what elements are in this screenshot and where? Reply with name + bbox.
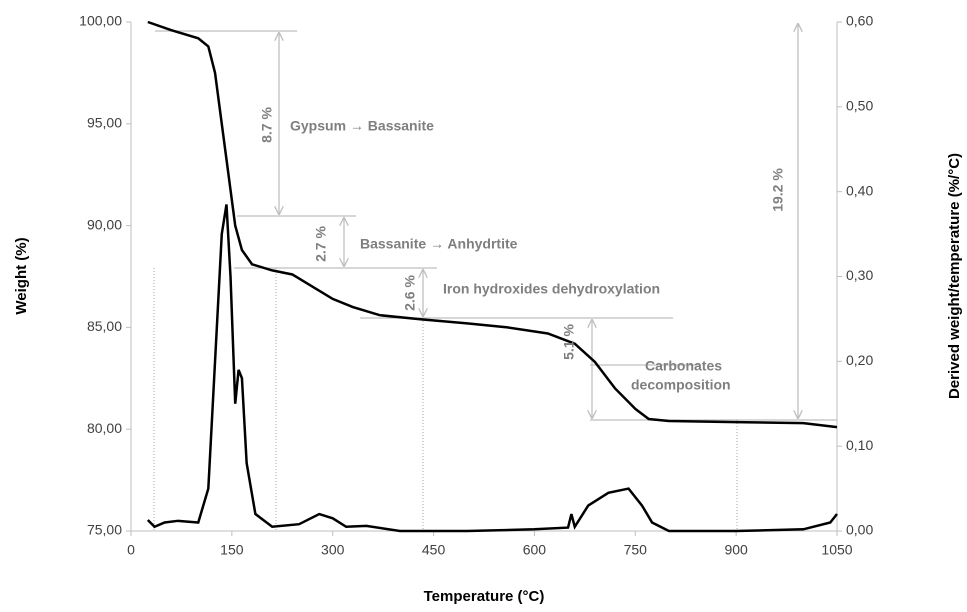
annotation: Gypsum → Bassanite bbox=[290, 118, 434, 134]
y-tick-label: 80,00 bbox=[87, 420, 122, 436]
y2-tick-label: 0,10 bbox=[846, 437, 873, 453]
y2-tick-label: 0,60 bbox=[846, 13, 873, 29]
annotation: 2.7 % bbox=[313, 226, 329, 262]
x-tick-label: 300 bbox=[321, 542, 345, 558]
y2-axis-label: Derived weight/temperature (%/°C) bbox=[946, 153, 963, 399]
y-tick-label: 95,00 bbox=[87, 115, 122, 131]
x-tick-label: 450 bbox=[422, 542, 446, 558]
annotation: Iron hydroxides dehydroxylation bbox=[443, 281, 660, 297]
y-tick-label: 90,00 bbox=[87, 216, 122, 232]
x-axis-label: Temperature (°C) bbox=[424, 588, 545, 605]
y-axis-label: Weight (%) bbox=[13, 237, 30, 314]
x-tick-label: 600 bbox=[523, 542, 547, 558]
y2-tick-label: 0,30 bbox=[846, 267, 873, 283]
annotation: Carbonates bbox=[645, 358, 722, 374]
y2-tick-label: 0,20 bbox=[846, 352, 873, 368]
annotation: Bassanite → Anhydrtite bbox=[360, 236, 518, 252]
y2-tick-label: 0,50 bbox=[846, 98, 873, 114]
reference-lines bbox=[153, 24, 837, 531]
annotation: 5.1 % bbox=[561, 324, 577, 360]
y2-tick-label: 0,40 bbox=[846, 182, 873, 198]
data-line bbox=[146, 204, 838, 533]
x-tick-label: 900 bbox=[724, 542, 748, 558]
x-tick-label: 750 bbox=[624, 542, 648, 558]
annotation: decomposition bbox=[631, 377, 731, 393]
y-tick-label: 85,00 bbox=[87, 318, 122, 334]
annotation: 19.2 % bbox=[770, 168, 786, 212]
x-tick-label: 150 bbox=[220, 542, 244, 558]
x-tick-label: 0 bbox=[127, 542, 135, 558]
data-line bbox=[147, 20, 838, 429]
annotation: 8.7 % bbox=[259, 107, 275, 143]
y-tick-label: 75,00 bbox=[87, 522, 122, 538]
x-tick-label: 1050 bbox=[821, 542, 852, 558]
y2-tick-label: 0,00 bbox=[846, 522, 873, 538]
y-tick-label: 100,00 bbox=[79, 13, 122, 29]
annotation: 2.6 % bbox=[402, 275, 418, 311]
